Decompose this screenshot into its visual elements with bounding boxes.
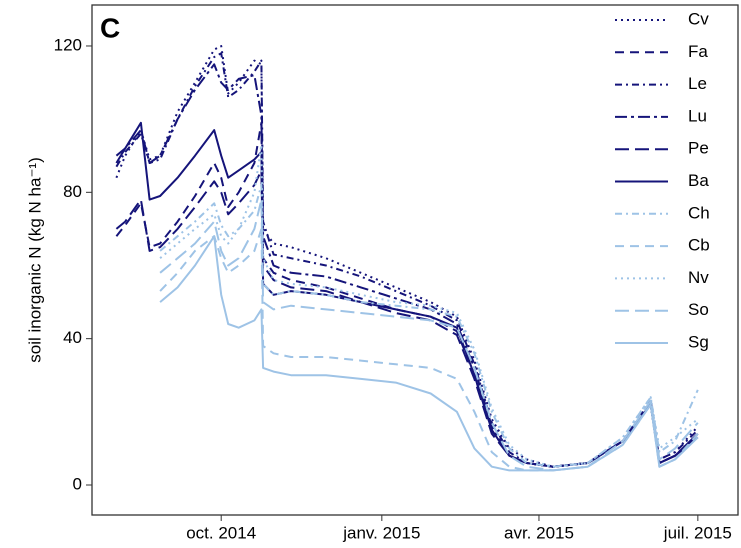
legend-label: Le (688, 74, 707, 93)
series-line (115, 63, 699, 468)
y-tick-label: 40 (63, 328, 82, 347)
x-tick-label: oct. 2014 (186, 523, 256, 542)
panel-label: C (100, 12, 120, 43)
series-line (115, 121, 699, 468)
legend-label: So (688, 300, 709, 319)
legend-label: Pe (688, 139, 709, 158)
series-line (159, 143, 699, 468)
x-tick-label: avr. 2015 (504, 523, 574, 542)
y-tick-label: 120 (54, 35, 82, 54)
legend-label: Fa (688, 42, 708, 61)
legend-label: Cb (688, 236, 710, 255)
series-line (115, 52, 699, 468)
series-line (159, 235, 699, 472)
y-tick-label: 80 (63, 182, 82, 201)
series-line (159, 227, 699, 472)
legend-label: Lu (688, 106, 707, 125)
y-axis-label: soil inorganic N (kg N ha⁻¹) (25, 157, 44, 363)
series-line (115, 45, 699, 468)
legend-label: Cv (688, 9, 709, 28)
legend-label: Sg (688, 332, 709, 351)
x-tick-label: juil. 2015 (663, 523, 732, 542)
series-line (115, 121, 699, 468)
y-tick-label: 0 (73, 474, 82, 493)
legend-label: Nv (688, 268, 709, 287)
x-tick-label: janv. 2015 (342, 523, 420, 542)
plot-frame (91, 4, 739, 516)
series-line (159, 198, 699, 472)
legend-label: Ch (688, 203, 710, 222)
legend-label: Ba (688, 171, 709, 190)
